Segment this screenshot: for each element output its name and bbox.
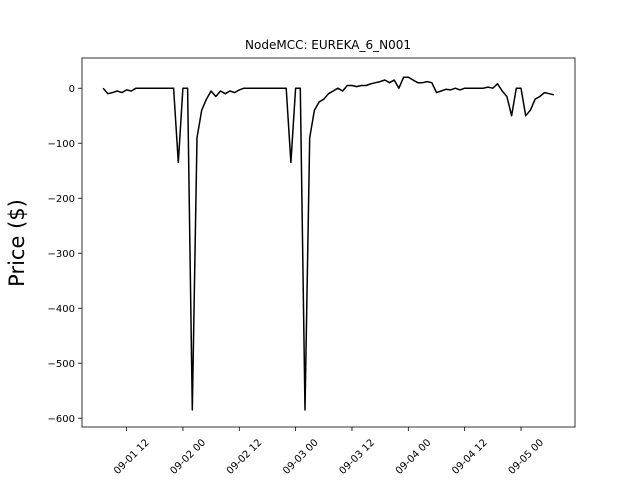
x-tick-label: 09-03 00 (281, 437, 321, 477)
x-tick-label: 09-04 00 (394, 437, 434, 477)
x-tick-label: 09-05 00 (507, 437, 547, 477)
y-tick-label: −300 (48, 249, 75, 260)
y-tick-label: 0 (69, 84, 75, 95)
x-tick-label: 09-01 12 (112, 437, 152, 477)
chart-title: NodeMCC: EUREKA_6_N001 (245, 38, 411, 52)
y-tick-label: −100 (48, 139, 75, 150)
y-axis-label: Price ($) (5, 199, 29, 287)
y-tick-label: −500 (48, 359, 75, 370)
x-tick-label: 09-02 12 (225, 437, 265, 477)
x-tick-label: 09-04 12 (450, 437, 490, 477)
y-tick-label: −600 (48, 414, 75, 425)
price-line (102, 76, 555, 411)
plot-frame (81, 57, 576, 428)
x-tick-label: 09-03 12 (338, 437, 378, 477)
x-tick-label: 09-02 00 (168, 437, 208, 477)
y-tick-label: −400 (48, 304, 75, 315)
y-tick-label: −200 (48, 194, 75, 205)
